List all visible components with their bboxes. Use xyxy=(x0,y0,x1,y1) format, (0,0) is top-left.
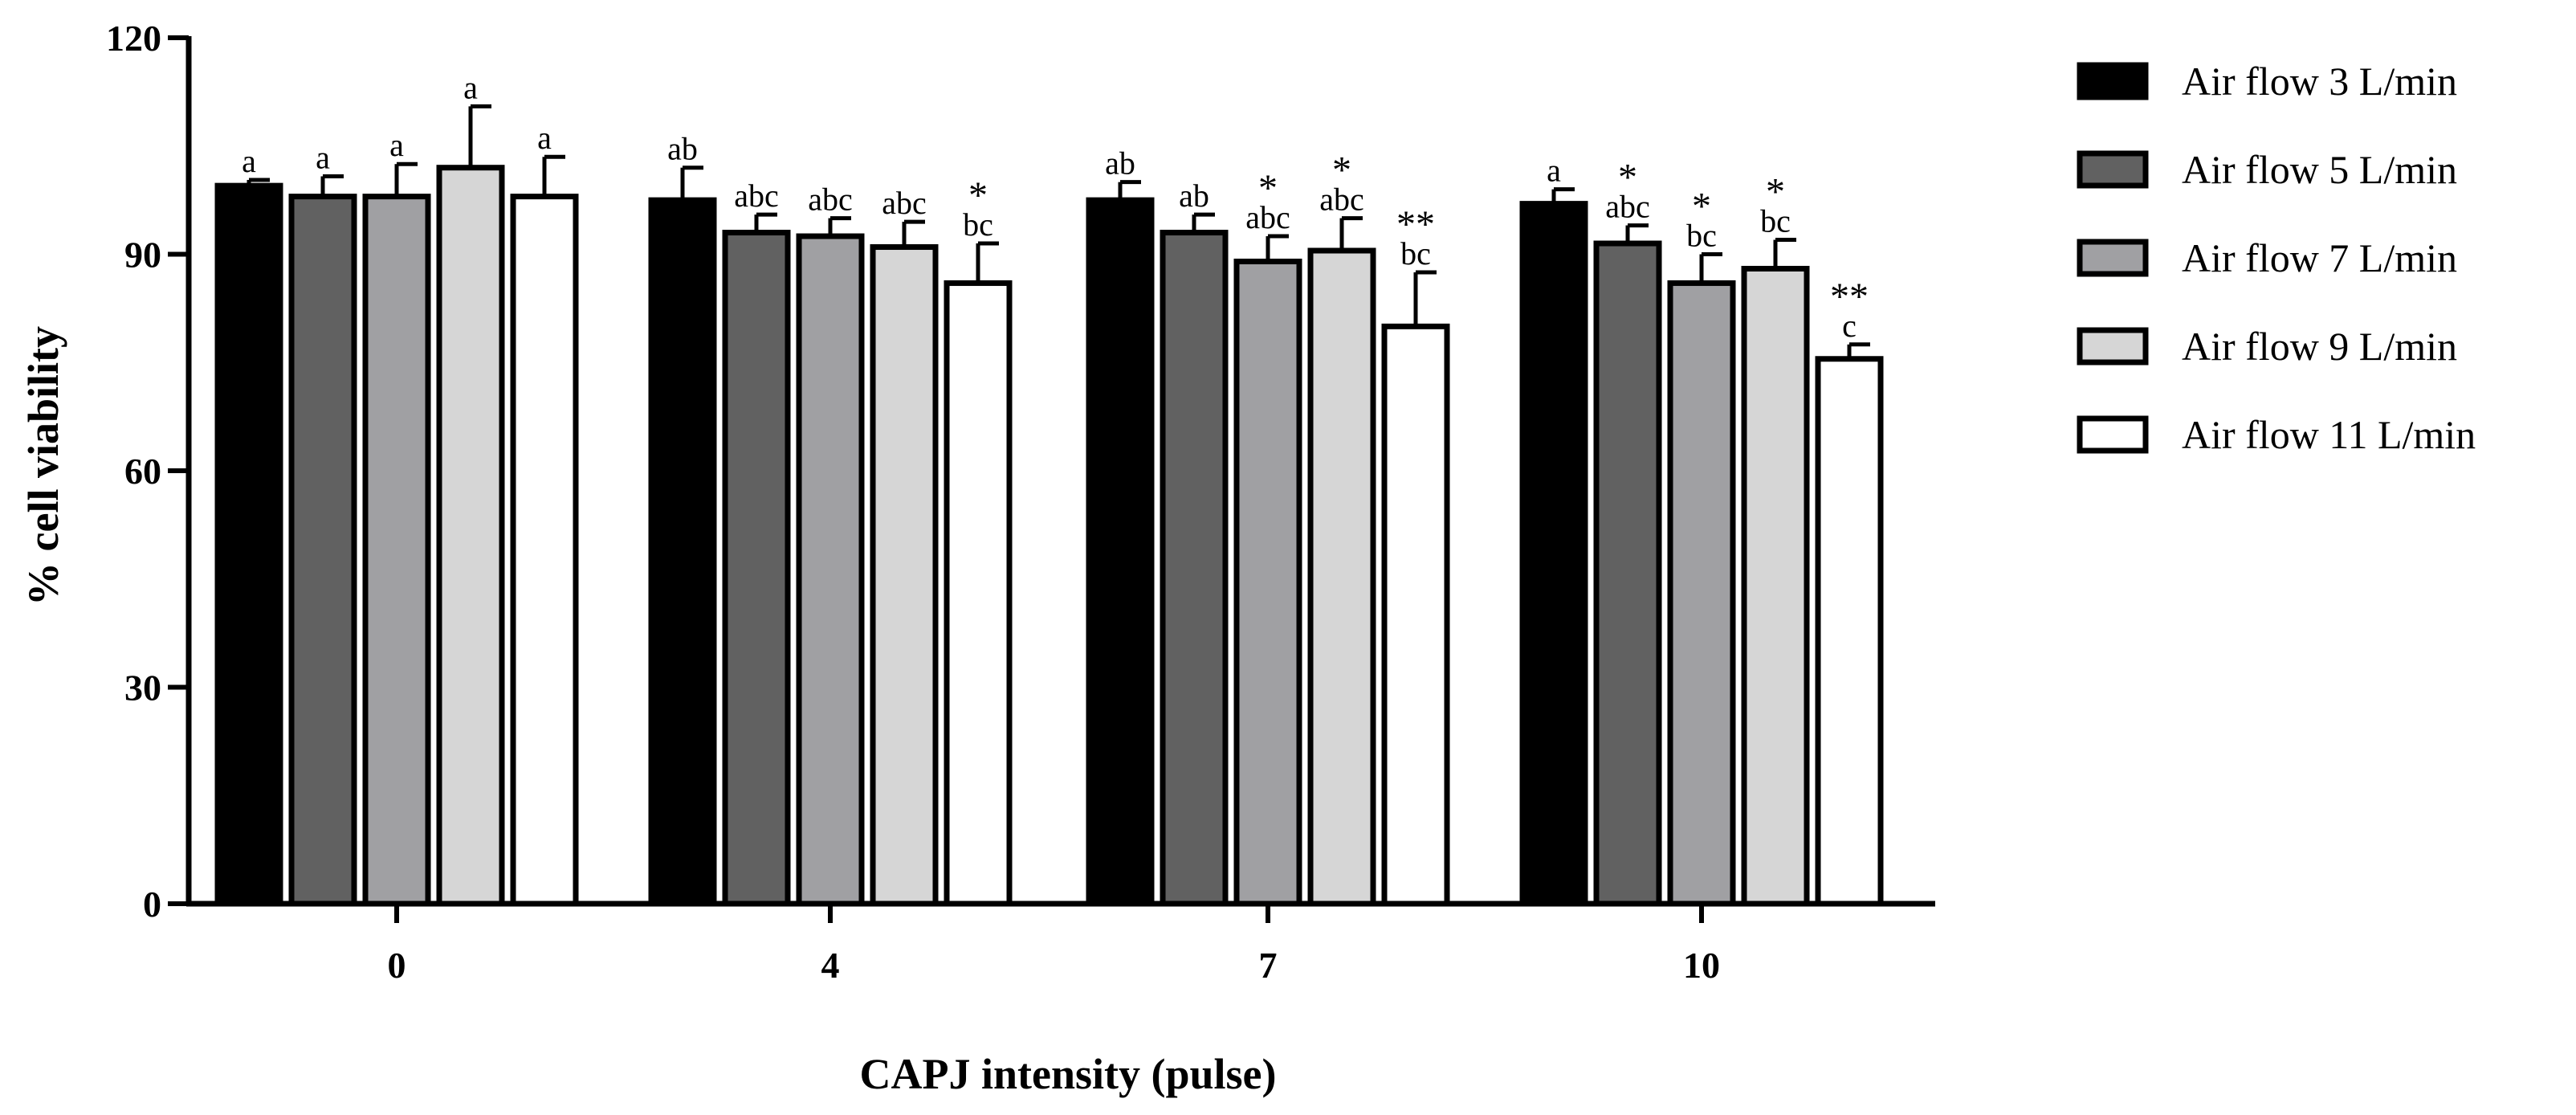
significance-star: ** xyxy=(1830,276,1869,318)
legend-swatch xyxy=(2077,415,2149,454)
bar xyxy=(510,194,579,907)
significance-letter: ab xyxy=(667,131,698,167)
bar xyxy=(1667,280,1736,907)
bar xyxy=(1307,247,1376,907)
significance-letter: a xyxy=(389,127,404,163)
significance-star: * xyxy=(1332,149,1351,192)
legend-label: Air flow 9 L/min xyxy=(2182,324,2457,369)
significance-letter: abc xyxy=(1605,189,1650,225)
bar xyxy=(1381,323,1450,907)
bar xyxy=(214,182,283,907)
significance-letter: bc xyxy=(963,206,993,243)
legend-swatch xyxy=(2077,239,2149,277)
significance-star: * xyxy=(1766,171,1785,214)
bar xyxy=(1741,265,1810,907)
significance-star: * xyxy=(1258,167,1278,210)
significance-letter: ab xyxy=(1105,145,1135,182)
significance-letter: abc xyxy=(882,185,927,221)
significance-letter: a xyxy=(1547,153,1561,189)
y-tick-label: 60 xyxy=(124,451,161,492)
bar xyxy=(436,165,505,907)
bar xyxy=(1815,356,1884,907)
significance-letter: abc xyxy=(734,178,779,214)
significance-letter: bc xyxy=(1760,203,1791,239)
significance-letter: abc xyxy=(808,182,853,218)
bar xyxy=(1519,201,1588,907)
bar xyxy=(288,194,357,907)
significance-letter: abc xyxy=(1245,199,1290,235)
legend-swatch xyxy=(2077,62,2149,100)
bar xyxy=(1233,258,1302,907)
bar xyxy=(796,233,865,907)
significance-letter: abc xyxy=(1319,182,1364,218)
x-axis-title: CAPJ intensity (pulse) xyxy=(859,1050,1276,1098)
y-tick-label: 90 xyxy=(124,235,161,276)
significance-letter: bc xyxy=(1686,218,1717,254)
y-tick-label: 120 xyxy=(106,18,161,59)
significance-letter: bc xyxy=(1400,235,1431,272)
legend-swatch xyxy=(2077,327,2149,366)
legend: Air flow 3 L/min Air flow 5 L/min Air flow… xyxy=(2077,59,2476,457)
bar xyxy=(1160,230,1229,907)
bar xyxy=(1593,240,1662,907)
significance-star: * xyxy=(968,174,988,217)
bar xyxy=(870,244,939,907)
x-tick-label: 10 xyxy=(1683,945,1720,986)
legend-swatch xyxy=(2077,150,2149,189)
legend-label: Air flow 7 L/min xyxy=(2182,235,2457,280)
y-tick-label: 0 xyxy=(143,884,161,925)
legend-label: Air flow 5 L/min xyxy=(2182,147,2457,192)
bar xyxy=(362,194,431,907)
significance-star: ** xyxy=(1396,203,1435,246)
bar xyxy=(648,197,717,907)
x-tick-label: 7 xyxy=(1259,945,1278,986)
bar xyxy=(1086,197,1155,907)
significance-letter: a xyxy=(242,143,256,179)
significance-letter: ab xyxy=(1179,178,1209,214)
bar xyxy=(722,230,791,907)
significance-letter: c xyxy=(1842,308,1857,344)
x-tick-label: 4 xyxy=(821,945,840,986)
y-axis-title: % cell viability xyxy=(19,326,67,606)
significance-letter: a xyxy=(537,120,552,156)
significance-star: * xyxy=(1618,157,1637,199)
legend-label: Air flow 11 L/min xyxy=(2182,412,2476,457)
x-tick-label: 0 xyxy=(388,945,406,986)
y-tick-label: 30 xyxy=(124,668,161,709)
significance-star: * xyxy=(1692,186,1711,228)
bar xyxy=(944,280,1013,907)
significance-letter: a xyxy=(463,69,478,105)
legend-label: Air flow 3 L/min xyxy=(2182,59,2457,104)
significance-letter: a xyxy=(316,139,330,175)
